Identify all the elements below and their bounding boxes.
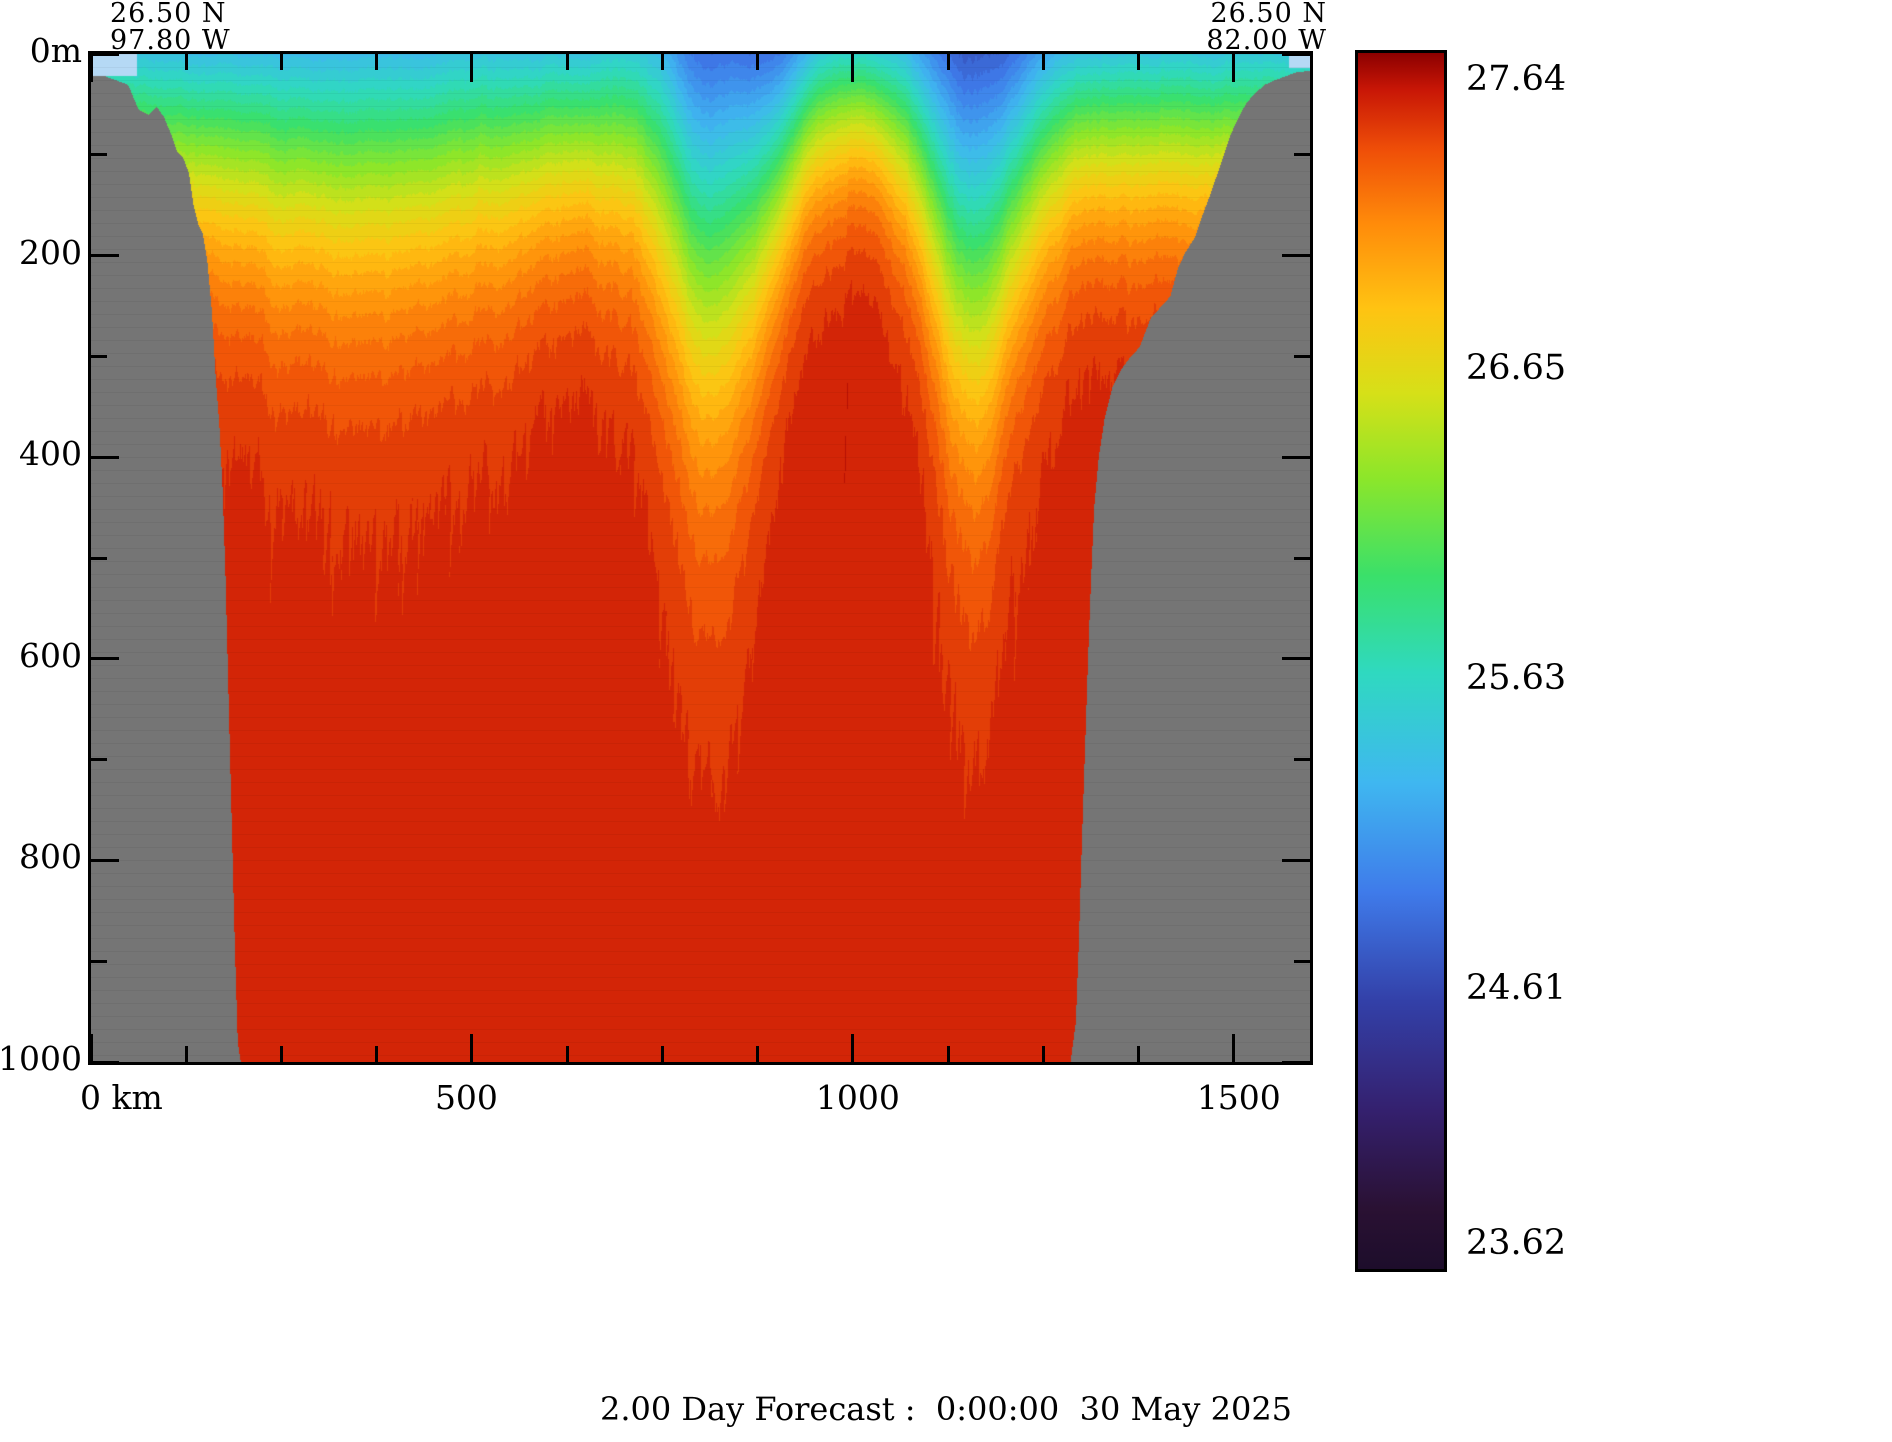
distance-minor-tick-625 xyxy=(565,54,569,70)
depth-tick-label-800: 800 xyxy=(19,837,82,877)
distance-minor-tick-bottom-750 xyxy=(660,1046,664,1062)
distance-minor-tick-250 xyxy=(279,54,283,70)
depth-tick-200 xyxy=(91,254,119,258)
distance-minor-tick-375 xyxy=(375,54,379,70)
distance-tick-1000 xyxy=(851,1034,855,1062)
depth-tick-600 xyxy=(1282,657,1310,661)
depth-minor-tick-100 xyxy=(91,153,107,157)
left-latitude-label: 26.50 N xyxy=(110,0,227,29)
distance-minor-tick-bottom-250 xyxy=(279,1046,283,1062)
right-latitude-label: 26.50 N xyxy=(1210,0,1327,29)
distance-minor-tick-875 xyxy=(756,54,760,70)
forecast-caption: 2.00 Day Forecast : 0:00:00 30 May 2025 xyxy=(599,1390,1293,1428)
distance-minor-tick-1250 xyxy=(1041,54,1045,70)
distance-tick-0 xyxy=(91,1034,93,1062)
colorbar-tick-3: 26.65 xyxy=(1466,347,1567,388)
colorbar-tick-2: 25.63 xyxy=(1466,658,1567,698)
distance-tick-1000 xyxy=(851,54,855,82)
distance-minor-tick-1125 xyxy=(946,54,950,70)
colorbar-tick-0: 23.62 xyxy=(1466,1223,1567,1263)
colorbar-tick-4: 27.64 xyxy=(1466,59,1567,99)
depth-tick-label-200: 200 xyxy=(19,232,82,272)
left-longitude-label: 97.80 W xyxy=(110,25,231,56)
left-endpoint-coordinates: 26.50 N 97.80 W xyxy=(110,0,231,54)
depth-tick-800 xyxy=(1282,858,1310,862)
depth-tick-1000 xyxy=(91,1060,119,1062)
distance-tick-500 xyxy=(470,54,474,82)
distance-tick-0 xyxy=(91,54,93,82)
depth-minor-tick-right-100 xyxy=(1294,153,1310,157)
distance-minor-tick-bottom-1375 xyxy=(1137,1046,1141,1062)
distance-minor-tick-750 xyxy=(660,54,664,70)
depth-tick-400 xyxy=(91,455,119,459)
colorbar xyxy=(1355,50,1447,1272)
distance-minor-tick-bottom-875 xyxy=(756,1046,760,1062)
depth-tick-label-400: 400 xyxy=(19,434,82,474)
depth-minor-tick-right-700 xyxy=(1294,758,1310,762)
depth-minor-tick-900 xyxy=(91,959,107,963)
distance-minor-tick-bottom-375 xyxy=(375,1046,379,1062)
distance-minor-tick-bottom-625 xyxy=(565,1046,569,1062)
section-field-canvas xyxy=(91,54,1310,1062)
depth-tick-label-600: 600 xyxy=(19,635,82,675)
distance-tick-label-1500: 1500 xyxy=(1196,1078,1281,1117)
depth-tick-1000 xyxy=(1282,1060,1310,1062)
distance-tick-1500 xyxy=(1232,1034,1236,1062)
depth-tick-0 xyxy=(91,54,119,56)
depth-minor-tick-right-900 xyxy=(1294,959,1310,963)
section-plot-area xyxy=(88,51,1313,1065)
depth-minor-tick-right-300 xyxy=(1294,354,1310,358)
distance-minor-tick-bottom-1125 xyxy=(946,1046,950,1062)
depth-minor-tick-right-500 xyxy=(1294,556,1310,560)
colorbar-gradient xyxy=(1355,50,1447,1272)
depth-tick-200 xyxy=(1282,254,1310,258)
distance-minor-tick-bottom-125 xyxy=(184,1046,188,1062)
depth-minor-tick-500 xyxy=(91,556,107,560)
right-endpoint-coordinates: 26.50 N 82.00 W xyxy=(1206,0,1327,54)
colorbar-tick-1: 24.61 xyxy=(1466,968,1567,1009)
distance-tick-500 xyxy=(470,1034,474,1062)
distance-minor-tick-bottom-1250 xyxy=(1041,1046,1045,1062)
depth-tick-800 xyxy=(91,858,119,862)
depth-tick-label-0: 0m xyxy=(29,31,82,70)
depth-tick-0 xyxy=(1282,54,1310,56)
distance-tick-label-1000: 1000 xyxy=(815,1078,900,1117)
depth-minor-tick-700 xyxy=(91,758,107,762)
depth-tick-label-1000: 1000 xyxy=(0,1039,82,1078)
depth-minor-tick-300 xyxy=(91,354,107,358)
temperature-field-heatmap xyxy=(91,54,1310,1062)
depth-tick-600 xyxy=(91,657,119,661)
depth-tick-400 xyxy=(1282,455,1310,459)
distance-minor-tick-125 xyxy=(184,54,188,70)
distance-tick-1500 xyxy=(1232,54,1236,82)
distance-minor-tick-1375 xyxy=(1137,54,1141,70)
right-longitude-label: 82.00 W xyxy=(1206,25,1327,56)
distance-tick-label-500: 500 xyxy=(434,1078,498,1117)
distance-tick-label-0: 0 km xyxy=(80,1078,163,1117)
